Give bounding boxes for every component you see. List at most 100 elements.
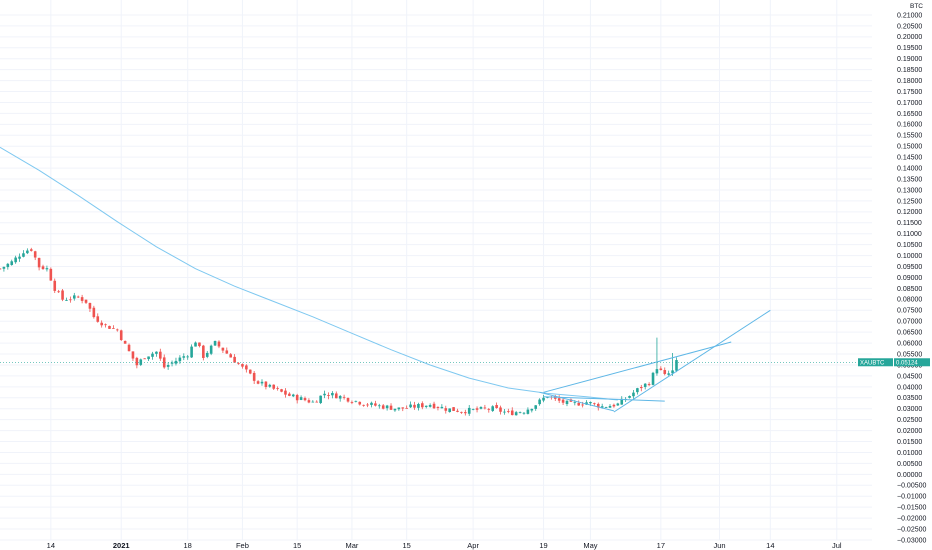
y-tick-label: 0.13000 — [897, 187, 922, 194]
candle-body — [604, 407, 608, 408]
candle-body — [448, 408, 451, 413]
candle-body — [593, 403, 596, 405]
x-axis[interactable]: 14 2021 18 Feb 15 Mar 15 Apr 19 May 17 Jun 14 Jul — [47, 541, 842, 550]
y-tick-label: 0.07500 — [897, 308, 922, 315]
trendline — [539, 391, 615, 412]
y-tick-label: 0.00500 — [897, 461, 922, 468]
candle-body — [432, 403, 436, 409]
y-tick-label: −0.02500 — [897, 526, 926, 533]
candle-body — [33, 251, 37, 258]
candle-body — [18, 256, 21, 259]
candle-body — [268, 384, 272, 387]
candle-body — [381, 405, 385, 409]
candle-body — [600, 406, 604, 408]
candle-body — [143, 358, 146, 360]
candle-body — [331, 392, 334, 396]
candle-body — [389, 405, 393, 410]
y-tick-label: −0.01500 — [897, 505, 926, 512]
x-tick-label: Mar — [345, 541, 358, 550]
candle-body — [237, 363, 240, 365]
candle-body — [155, 351, 158, 354]
x-tick-label: 19 — [539, 541, 547, 550]
x-tick-label: Jun — [713, 541, 725, 550]
candle-body — [444, 408, 448, 411]
y-tick-label: 0.05500 — [897, 351, 922, 358]
candle-body — [639, 387, 643, 389]
candle-body — [358, 401, 362, 405]
y-tick-label: −0.03000 — [897, 537, 926, 544]
candle-body — [264, 381, 268, 387]
y-tick-label: 0.07000 — [897, 319, 922, 326]
candle-body — [104, 324, 107, 326]
trendline — [543, 396, 665, 402]
candle-body — [663, 370, 667, 374]
candle-body — [61, 290, 64, 300]
y-tick-label: 0.21000 — [897, 12, 922, 19]
candle-body — [119, 330, 123, 341]
candle-body — [585, 402, 588, 405]
candle-body — [436, 406, 440, 408]
candle-body — [491, 406, 494, 411]
candle-body — [299, 397, 303, 400]
candle-body — [655, 369, 659, 374]
y-tick-label: −0.00500 — [897, 483, 926, 490]
y-tick-label: 0.03000 — [897, 406, 922, 413]
last-price-label: 0.05124 — [896, 360, 918, 366]
y-tick-label: 0.03500 — [897, 395, 922, 402]
candle-body — [245, 365, 248, 370]
candle-body — [84, 299, 88, 303]
candle-body — [342, 396, 346, 398]
candle-body — [581, 404, 584, 406]
candle-body — [557, 398, 561, 401]
trendlines — [539, 309, 771, 413]
candle-body — [53, 280, 57, 291]
y-tick-label: 0.11000 — [897, 231, 922, 238]
moving-average — [0, 146, 618, 401]
candle-body — [620, 398, 624, 405]
y-tick-label: 0.14000 — [897, 165, 922, 172]
y-tick-label: 0.01500 — [897, 439, 922, 446]
candle-body — [178, 357, 182, 362]
candle-body — [577, 403, 581, 406]
candle-body — [589, 401, 592, 404]
candle-body — [370, 402, 373, 405]
candle-body — [608, 406, 612, 408]
candle-body — [225, 350, 229, 354]
y-tick-label: 0.08500 — [897, 286, 922, 293]
y-axis[interactable]: 0.21000 0.20500 0.20000 0.19500 0.19000 0.185… — [872, 0, 932, 550]
y-tick-label: 0.20500 — [897, 23, 922, 30]
candle-body — [405, 407, 408, 409]
candle-body — [643, 383, 647, 387]
candle-body — [127, 344, 131, 352]
candle-body — [413, 404, 416, 408]
candle-body — [6, 263, 10, 268]
candle-body — [671, 370, 674, 374]
candle-body — [159, 351, 162, 359]
y-tick-label: 0.19000 — [897, 56, 922, 63]
candle-body — [346, 397, 350, 402]
candle-body — [2, 266, 6, 269]
candle-body — [612, 404, 616, 407]
y-tick-label: 0.20000 — [897, 34, 922, 41]
candle-body — [213, 340, 217, 346]
candle-body — [323, 393, 326, 396]
y-tick-label: 0.13500 — [897, 176, 922, 183]
candle-body — [319, 395, 322, 404]
x-tick-label: 14 — [766, 541, 774, 550]
candle-body — [276, 388, 279, 389]
candle-body — [198, 342, 201, 347]
symbol-tag-label: XAUBTC — [860, 360, 885, 366]
x-tick-label: Feb — [236, 541, 249, 550]
candle-body — [88, 302, 92, 309]
y-tick-label: 0.10000 — [897, 253, 922, 260]
price-tag: XAUBTC 0.05124 — [858, 358, 930, 367]
candle-body — [29, 249, 33, 251]
candle-body — [510, 410, 514, 416]
candle-body — [659, 368, 663, 371]
candle-body — [538, 399, 541, 405]
candle-body — [303, 398, 307, 401]
candle-body — [409, 404, 412, 408]
candle-body — [26, 250, 29, 254]
